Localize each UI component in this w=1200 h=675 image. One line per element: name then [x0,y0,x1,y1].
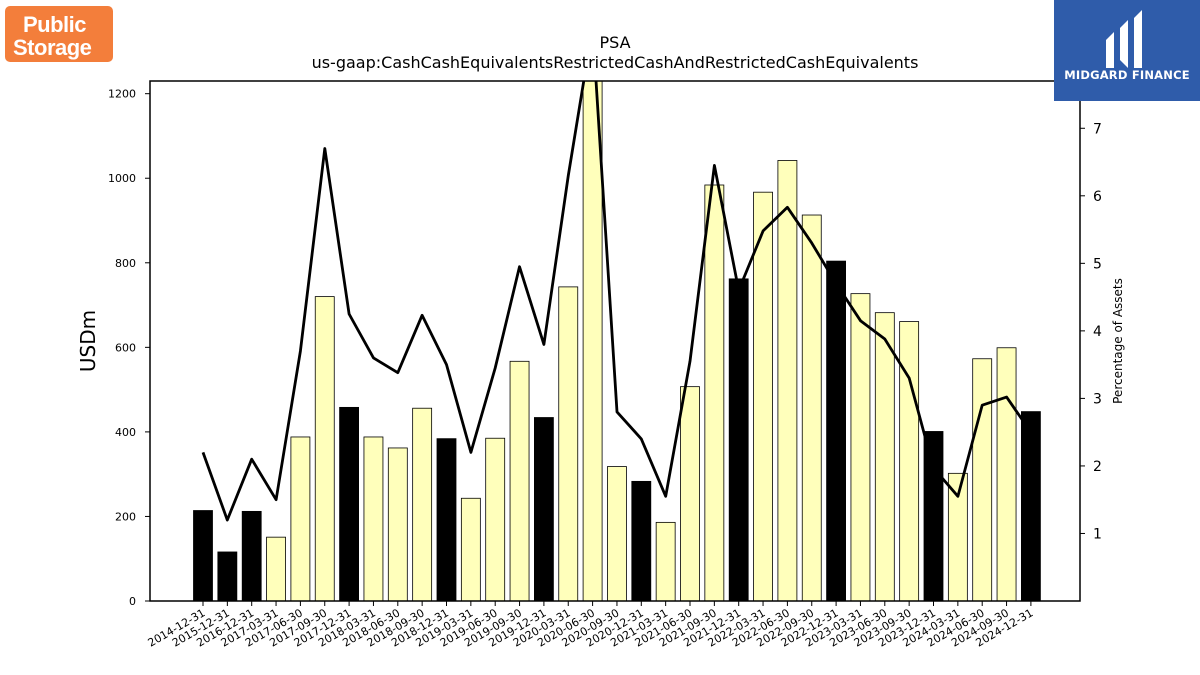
bar [314,296,335,601]
bar [923,431,944,601]
bar [680,386,700,601]
y2-axis-label: Percentage of Assets [1111,278,1125,404]
y-tick-label: 600 [115,341,136,354]
y-axis-label: USDm [76,310,100,372]
y-tick-label: 1200 [108,88,136,101]
bar [387,447,408,601]
y-tick-label: 200 [115,510,136,523]
bar [534,417,554,601]
bar [582,81,603,601]
y-tick-label: 400 [115,426,136,439]
bar-group [193,81,1041,601]
bar [850,293,871,601]
bar [193,510,213,601]
logo-line1: Public [23,12,87,37]
y2-tick-label: 6 [1093,189,1102,205]
y-tick-label: 1000 [108,172,136,185]
y2-tick-label: 3 [1093,391,1102,407]
bar [339,406,360,601]
bar [631,480,652,601]
bar [801,214,822,601]
bar [899,321,920,601]
y2-axis: 1 2 3 4 5 6 7 [1080,121,1102,542]
bar [826,260,846,601]
midgard-finance-text: MIDGARD FINANCE [1064,68,1190,82]
logo-line2: Storage [13,35,92,60]
bar [996,347,1017,601]
midgard-mark-icon [1106,10,1142,68]
plot-frame [149,80,1081,602]
bar [558,286,579,601]
line-group [201,81,1033,522]
bar [1021,411,1041,601]
chart-title: PSA [599,33,630,52]
bar [485,437,506,601]
bar [777,160,798,601]
bar [217,551,238,601]
bar [241,510,262,601]
y2-tick-label: 5 [1093,256,1102,272]
bar [290,436,311,601]
bar [412,407,433,601]
bar [607,466,627,601]
y2-tick-label: 2 [1093,459,1102,475]
bar [753,191,773,601]
bar [436,438,457,601]
y-tick-label: 0 [129,595,136,608]
public-storage-logo: Public Storage [5,6,113,62]
bar [655,521,676,601]
bar [363,436,384,601]
bar [266,536,286,601]
chart-subtitle: us-gaap:CashCashEquivalentsRestrictedCas… [312,53,919,72]
y-axis: 0 200 400 600 800 1000 1200 [108,88,150,608]
x-axis: 2014-12-312015-12-312016-12-312017-03-31… [146,601,1035,650]
bar [509,360,530,601]
y2-tick-label: 7 [1093,121,1102,137]
y2-tick-label: 1 [1093,526,1102,542]
percentage-line [201,81,1033,522]
bar [728,278,749,601]
bar [972,358,993,601]
midgard-finance-logo: MIDGARD FINANCE [1054,0,1200,101]
bar [460,497,481,601]
bar [874,312,895,601]
y2-tick-label: 4 [1093,324,1102,340]
y-tick-label: 800 [115,257,136,270]
bar [704,184,725,601]
